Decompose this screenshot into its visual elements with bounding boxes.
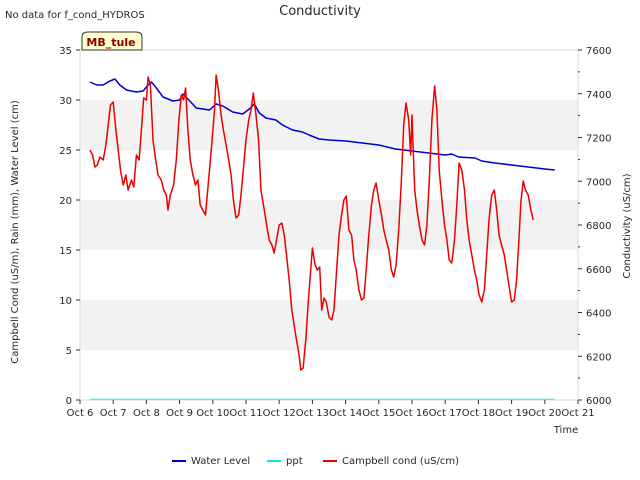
x-tick-label: Oct 21 <box>561 408 594 419</box>
y-left-tick-label: 10 <box>59 296 72 307</box>
x-tick-label: Oct 9 <box>166 408 193 419</box>
y-right-tick-label: 6600 <box>586 265 611 276</box>
site-badge-label: MB_tule <box>86 36 135 49</box>
chart-title: Conductivity <box>279 4 361 19</box>
y-right-tick-label: 7400 <box>586 90 611 101</box>
x-tick-label: Oct 19 <box>495 408 528 419</box>
no-data-note: No data for f_cond_HYDROS <box>5 10 145 21</box>
x-tick-label: Oct 6 <box>67 408 94 419</box>
grid-band <box>80 200 578 250</box>
x-tick-label: Oct 17 <box>429 408 462 419</box>
y-right-tick-label: 6400 <box>586 309 611 320</box>
x-tick-label: Oct 7 <box>100 408 127 419</box>
x-tick-label: Oct 8 <box>133 408 160 419</box>
x-tick-label: Oct 10 <box>196 408 229 419</box>
legend-label: Campbell cond (uS/cm) <box>342 456 459 467</box>
y-right-tick-label: 7200 <box>586 134 611 145</box>
site-badge: MB_tule <box>81 31 143 51</box>
y-left-tick-label: 25 <box>59 146 72 157</box>
x-tick-label: Oct 12 <box>263 408 296 419</box>
legend-label: ppt <box>286 456 303 467</box>
y-axis-left-label: Campbell Cond (uS/m), Rain (mm), Water L… <box>10 100 21 364</box>
y-left-tick-label: 30 <box>59 96 72 107</box>
series-line-0 <box>89 78 555 171</box>
legend-label: Water Level <box>191 456 250 467</box>
y-axis-right-label: Conductivity (uS/cm) <box>622 173 633 278</box>
series-line-2 <box>89 74 534 371</box>
y-right-tick-label: 7600 <box>586 46 611 57</box>
y-right-tick-label: 7000 <box>586 177 611 188</box>
x-tick-label: Oct 16 <box>395 408 428 419</box>
x-tick-label: Oct 13 <box>296 408 329 419</box>
y-right-tick-label: 6800 <box>586 221 611 232</box>
x-tick-label: Oct 18 <box>462 408 495 419</box>
x-tick-label: Oct 14 <box>329 408 362 419</box>
y-left-tick-label: 5 <box>66 346 72 357</box>
x-tick-label: Oct 11 <box>229 408 262 419</box>
grid-band <box>80 100 578 150</box>
legend: Water Level ppt Campbell cond (uS/cm) <box>172 456 459 467</box>
x-tick-label: Oct 15 <box>362 408 395 419</box>
x-tick-label: Oct 20 <box>528 408 561 419</box>
grid-band <box>80 300 578 350</box>
y-left-tick-label: 15 <box>59 246 72 257</box>
y-right-tick-label: 6000 <box>586 396 611 407</box>
y-left-tick-label: 0 <box>66 396 72 407</box>
y-left-tick-label: 20 <box>59 196 72 207</box>
y-right-tick-label: 6200 <box>586 352 611 363</box>
y-left-tick-label: 35 <box>59 46 72 57</box>
x-axis-label: Time <box>553 425 578 436</box>
